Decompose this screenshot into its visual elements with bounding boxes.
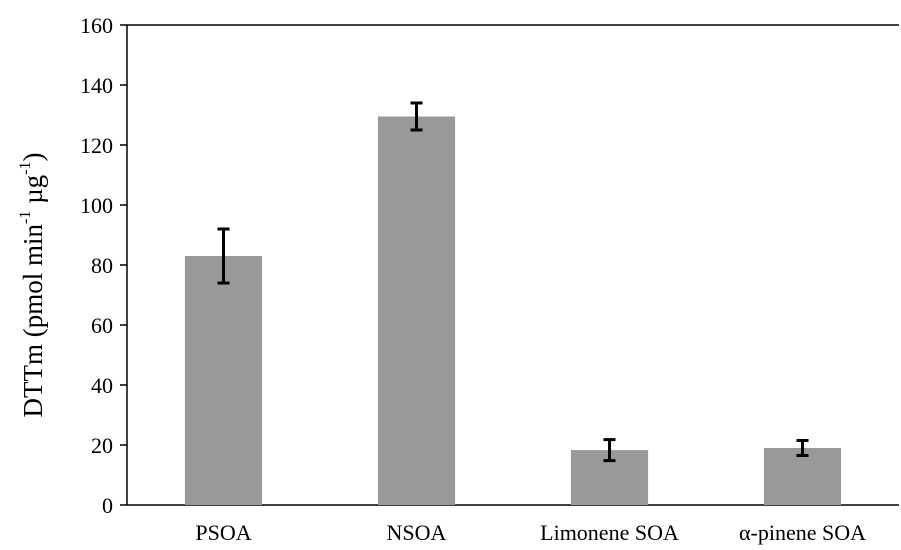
x-tick-label: NSOA: [387, 520, 447, 545]
y-tick-label: 100: [80, 193, 113, 218]
x-tick-label: Limonene SOA: [540, 520, 679, 545]
y-tick-label: 120: [80, 133, 113, 158]
error-bar: [603, 438, 616, 463]
error-bar: [796, 439, 809, 457]
x-tick-label: PSOA: [195, 520, 251, 545]
x-tick-label: α-pinene SOA: [739, 520, 866, 545]
y-tick-label: 60: [91, 313, 113, 338]
y-tick-label: 140: [80, 73, 113, 98]
error-bars: [217, 101, 809, 463]
y-tick-label: 40: [91, 373, 113, 398]
bar: [377, 116, 456, 505]
error-bar: [217, 227, 230, 285]
y-axis-ticks: 0 20 40 60 80 100 120 140 160: [80, 13, 127, 518]
x-axis-labels: PSOA NSOA Limonene SOA α-pinene SOA: [195, 520, 866, 545]
y-tick-label: 20: [91, 433, 113, 458]
error-bar: [410, 101, 423, 132]
y-tick-label: 0: [102, 493, 113, 518]
y-tick-label: 80: [91, 253, 113, 278]
bar: [184, 256, 263, 505]
bar: [763, 448, 842, 505]
y-tick-label: 160: [80, 13, 113, 38]
y-axis-title: DTTm (pmol min-1 µg-1): [17, 153, 48, 418]
bars: [184, 116, 842, 505]
